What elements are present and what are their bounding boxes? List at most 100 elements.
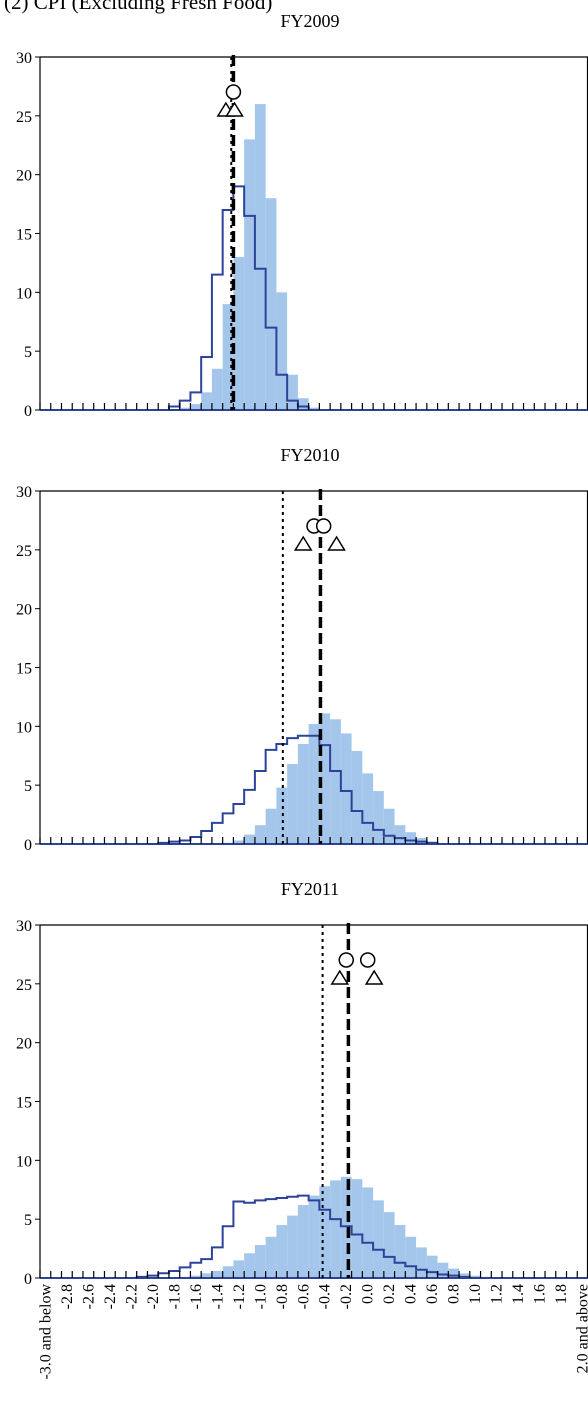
y-tick-label: 30 — [16, 50, 32, 67]
y-tick-label: 30 — [16, 918, 32, 935]
histogram-bar — [405, 1236, 417, 1278]
histogram-bar — [297, 398, 309, 410]
histogram-bar — [448, 1268, 460, 1278]
histogram-bar — [351, 1179, 363, 1278]
histogram-bar — [416, 1247, 427, 1278]
x-tick-label: 0.4 — [403, 1284, 420, 1304]
histogram-bar — [211, 1270, 223, 1278]
histogram-bar — [244, 834, 255, 844]
y-tick-label: 15 — [16, 1095, 32, 1112]
histogram-bar — [308, 407, 320, 410]
x-tick-label: -0.6 — [295, 1284, 312, 1309]
histogram-bar — [287, 763, 298, 844]
triangle-marker — [327, 535, 346, 551]
histogram-bar — [179, 407, 191, 410]
y-tick-label: 25 — [16, 977, 32, 994]
y-tick-label: 5 — [24, 1212, 32, 1229]
circle-marker — [359, 952, 376, 968]
y-tick-label: 10 — [16, 285, 32, 302]
histogram-bar — [211, 368, 223, 410]
histogram-bar — [437, 1262, 449, 1278]
histogram-bar — [244, 1253, 255, 1278]
x-tick-label: -1.0 — [252, 1284, 269, 1309]
y-tick-label: 10 — [16, 1153, 32, 1170]
histogram-bar — [373, 1200, 384, 1278]
histogram-bar — [233, 840, 245, 844]
histogram-bar — [351, 751, 363, 844]
histogram-bar — [405, 832, 417, 844]
histogram-bar — [287, 1215, 298, 1278]
step-outline-series — [40, 185, 588, 411]
triangle-marker — [364, 969, 384, 985]
histogram-bar — [254, 104, 266, 410]
triangle-marker — [330, 969, 350, 985]
histogram-bar — [308, 723, 320, 844]
histogram-bar — [233, 1260, 245, 1278]
circle-marker — [315, 518, 332, 534]
x-tick-label: 0.8 — [446, 1284, 463, 1304]
histogram-bar — [330, 719, 341, 844]
panel-title: FY2009 — [280, 11, 339, 31]
panel-title: FY2010 — [280, 445, 339, 465]
x-tick-label: -1.4 — [209, 1284, 226, 1309]
y-tick-label: 20 — [16, 168, 32, 185]
histogram-bar — [394, 1225, 406, 1278]
histogram-bar — [362, 773, 374, 844]
histogram-bar — [362, 1187, 374, 1278]
y-tick-label: 30 — [16, 484, 32, 501]
x-tick-label: -1.8 — [166, 1284, 183, 1309]
histogram-bar — [383, 1212, 395, 1278]
histogram-bar — [469, 1275, 481, 1278]
y-tick-label: 5 — [24, 778, 32, 795]
x-tick-label: 0.2 — [381, 1284, 398, 1304]
histogram-bar — [394, 825, 406, 844]
histogram-bar — [330, 1180, 341, 1278]
histogram-bar — [222, 304, 234, 410]
histogram-bar — [287, 374, 298, 410]
histogram-bar — [276, 787, 288, 844]
histogram-bar — [340, 733, 352, 844]
y-tick-label: 0 — [24, 403, 32, 420]
y-tick-label: 5 — [24, 344, 32, 361]
histogram-bar — [276, 1225, 288, 1278]
histogram-bar — [201, 392, 212, 410]
histogram-bar — [190, 1275, 202, 1278]
x-tick-label: -0.2 — [338, 1284, 355, 1309]
histogram-bar — [373, 791, 384, 844]
y-tick-label: 15 — [16, 661, 32, 678]
histogram-bar — [254, 1245, 266, 1278]
circle-marker — [338, 952, 354, 968]
histogram-bar — [308, 1195, 320, 1278]
y-tick-label: 20 — [16, 1036, 32, 1053]
x-tick-label: 1.0 — [467, 1284, 484, 1304]
x-tick-label: -0.8 — [274, 1284, 291, 1309]
y-tick-label: 25 — [16, 543, 32, 560]
histogram-bar — [222, 1266, 234, 1278]
histogram-bar — [319, 713, 331, 844]
y-tick-label: 25 — [16, 109, 32, 126]
histogram-bar — [265, 1236, 277, 1278]
histogram-bar — [297, 743, 309, 844]
x-tick-label: 1.2 — [489, 1284, 506, 1304]
x-tick-label: 1.4 — [510, 1284, 527, 1304]
histogram-bar — [265, 198, 277, 410]
y-tick-label: 20 — [16, 602, 32, 619]
histogram-bar — [244, 139, 255, 410]
histogram-bar — [383, 808, 395, 844]
y-tick-label: 10 — [16, 719, 32, 736]
triangle-marker — [225, 101, 244, 117]
histogram-bar — [265, 808, 277, 844]
histogram-bar — [319, 1186, 331, 1278]
circle-marker — [225, 84, 242, 100]
x-tick-label: 0.6 — [424, 1284, 441, 1304]
histogram-bar — [297, 1205, 309, 1278]
histogram-bar — [233, 257, 245, 410]
y-tick-label: 15 — [16, 227, 32, 244]
y-tick-label: 0 — [24, 1271, 32, 1288]
x-tick-label: -3.0 and below — [37, 1284, 54, 1380]
x-tick-label: -0.4 — [317, 1284, 334, 1309]
panel-title: FY2011 — [281, 879, 339, 899]
y-tick-label: 0 — [24, 837, 32, 854]
figure-title: (2) CPI (Excluding Fresh Food) — [4, 0, 273, 14]
